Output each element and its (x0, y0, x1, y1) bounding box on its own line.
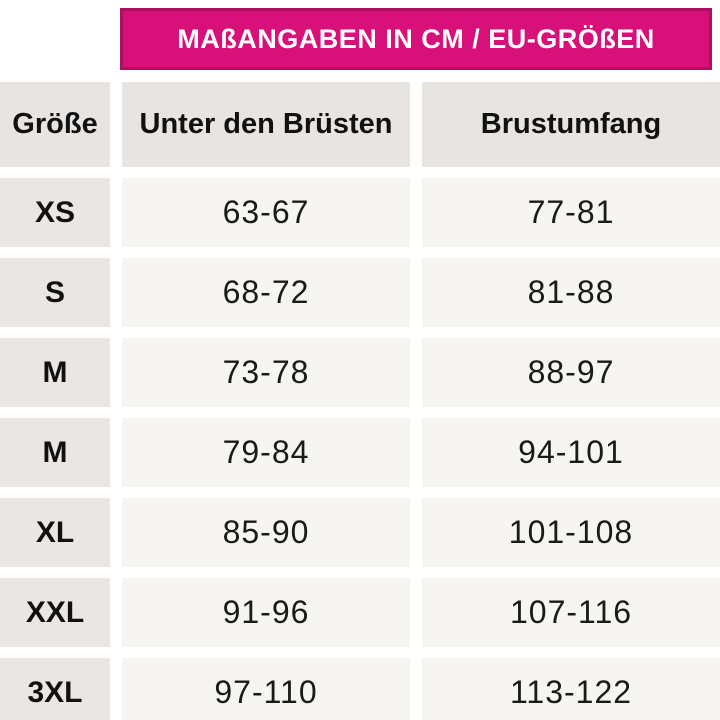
size-table: Größe Unter den Brüsten Brustumfang XS 6… (0, 82, 720, 720)
underbust-cell: 63-67 (122, 178, 410, 247)
column-header-groesse: Größe (0, 82, 110, 167)
bust-cell: 107-116 (422, 578, 720, 647)
bust-cell: 81-88 (422, 258, 720, 327)
underbust-cell: 85-90 (122, 498, 410, 567)
size-cell: 3XL (0, 658, 110, 720)
bust-cell: 88-97 (422, 338, 720, 407)
size-cell: XS (0, 178, 110, 247)
bust-cell: 113-122 (422, 658, 720, 720)
underbust-cell: 79-84 (122, 418, 410, 487)
size-cell: XL (0, 498, 110, 567)
underbust-cell: 91-96 (122, 578, 410, 647)
size-cell: S (0, 258, 110, 327)
bust-cell: 101-108 (422, 498, 720, 567)
underbust-cell: 73-78 (122, 338, 410, 407)
bust-cell: 77-81 (422, 178, 720, 247)
bust-cell: 94-101 (422, 418, 720, 487)
column-header-unter-den-bruesten: Unter den Brüsten (122, 82, 410, 167)
title-banner: MAßANGABEN IN CM / EU-GRÖßEN (120, 8, 712, 70)
underbust-cell: 68-72 (122, 258, 410, 327)
banner-title: MAßANGABEN IN CM / EU-GRÖßEN (177, 23, 655, 54)
size-cell: XXL (0, 578, 110, 647)
size-cell: M (0, 338, 110, 407)
column-header-brustumfang: Brustumfang (422, 82, 720, 167)
size-cell: M (0, 418, 110, 487)
underbust-cell: 97-110 (122, 658, 410, 720)
